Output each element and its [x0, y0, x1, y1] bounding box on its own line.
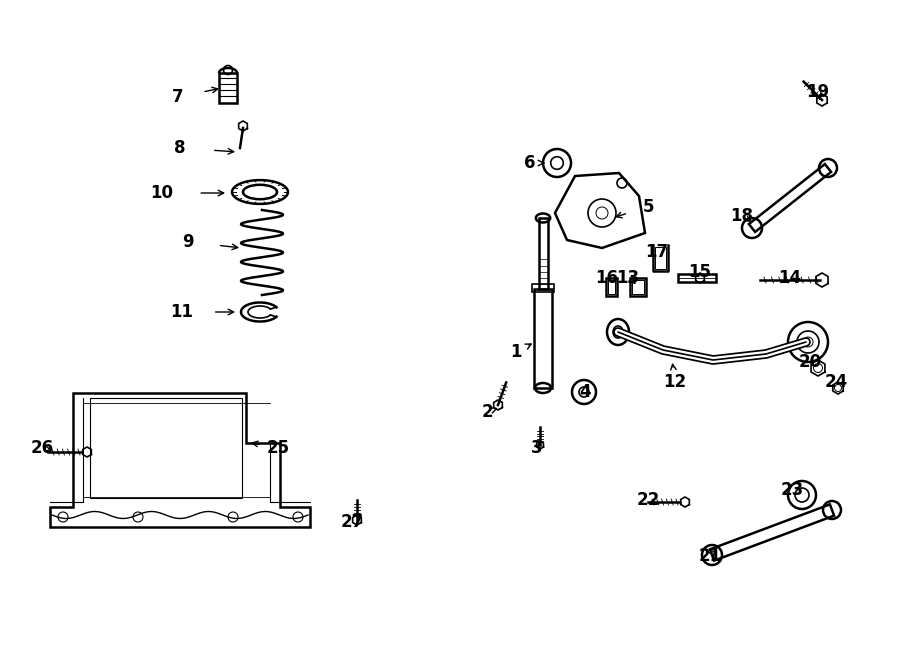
Text: 12: 12 — [663, 373, 687, 391]
Bar — [538, 218, 547, 290]
Text: 1: 1 — [510, 343, 522, 361]
Text: 18: 18 — [731, 207, 753, 225]
Text: 19: 19 — [806, 83, 830, 101]
Text: 23: 23 — [780, 481, 804, 499]
Text: 16: 16 — [596, 269, 618, 287]
Text: 13: 13 — [616, 269, 640, 287]
Text: 22: 22 — [636, 491, 660, 509]
Text: 15: 15 — [688, 263, 712, 281]
Text: 17: 17 — [645, 243, 669, 261]
Bar — [632, 280, 644, 294]
Text: 20: 20 — [798, 353, 822, 371]
Text: 14: 14 — [778, 269, 802, 287]
Text: 10: 10 — [150, 184, 174, 202]
Bar — [608, 280, 615, 294]
Bar — [532, 284, 554, 292]
Text: 11: 11 — [170, 303, 194, 321]
Text: 26: 26 — [31, 439, 54, 457]
Text: 3: 3 — [531, 439, 543, 457]
Text: 4: 4 — [580, 383, 590, 401]
Bar — [678, 274, 716, 282]
Text: 25: 25 — [266, 439, 290, 457]
Text: 6: 6 — [524, 154, 536, 172]
Bar — [630, 278, 646, 296]
Text: 24: 24 — [824, 373, 848, 391]
Bar — [606, 278, 617, 296]
Bar — [654, 247, 665, 269]
Bar — [534, 290, 552, 388]
Bar — [219, 73, 237, 103]
Text: 9: 9 — [182, 233, 194, 251]
Text: 21: 21 — [698, 547, 722, 565]
Text: 27: 27 — [340, 513, 364, 531]
Text: 2: 2 — [482, 403, 493, 421]
Text: 5: 5 — [643, 198, 653, 216]
Bar — [90, 398, 242, 498]
Text: 7: 7 — [172, 88, 184, 106]
Text: 8: 8 — [175, 139, 185, 157]
